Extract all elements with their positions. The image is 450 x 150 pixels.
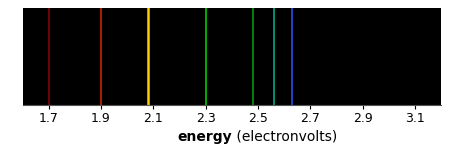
Text: (electronvolts): (electronvolts) (232, 130, 337, 144)
Text: energy: energy (177, 130, 232, 144)
